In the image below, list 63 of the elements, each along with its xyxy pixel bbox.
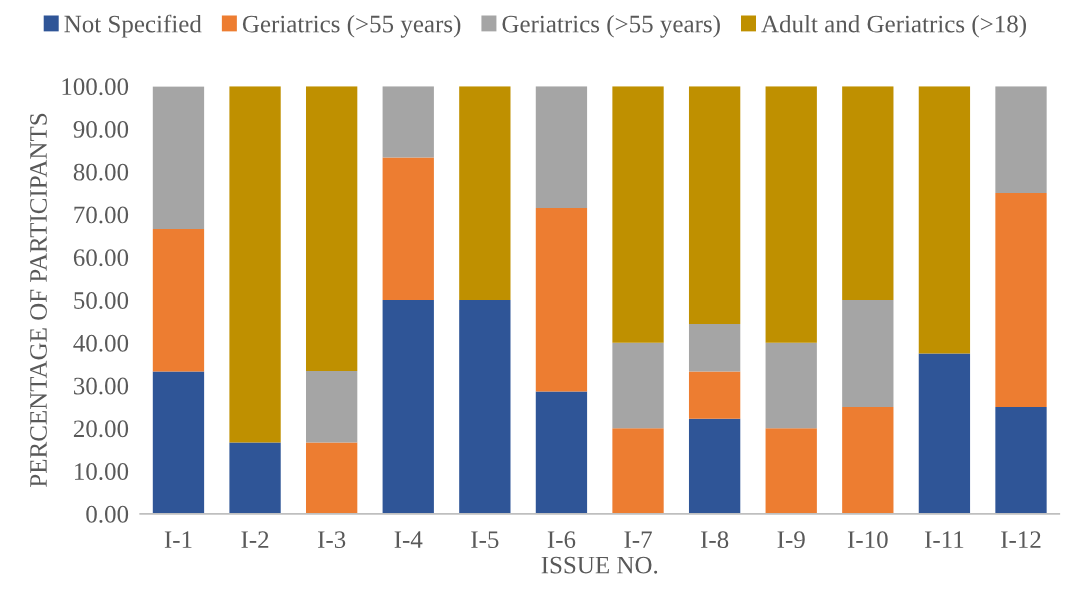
x-tick-label: I-11: [924, 531, 964, 548]
x-tick-label: I-3: [317, 531, 346, 549]
bar: [688, 418, 741, 514]
bar: [229, 442, 281, 514]
y-tick-label: 70.00: [74, 206, 129, 224]
x-tick-label: I-4: [394, 531, 423, 548]
y-tick-label: 30.00: [74, 377, 129, 395]
y-tick-label: 80.00: [73, 163, 129, 181]
bar: [152, 228, 205, 372]
bar: [459, 86, 511, 300]
x-tick-label: I-6: [547, 531, 576, 549]
bar: [688, 323, 741, 372]
bar: [306, 370, 358, 443]
x-tick-label: I-1: [164, 531, 192, 548]
bar: [842, 86, 894, 300]
bar: [306, 86, 358, 371]
y-tick-label: 60.00: [73, 249, 129, 267]
bar: [535, 208, 588, 392]
y-tick-label: 40.00: [73, 334, 129, 352]
bar: [612, 86, 664, 343]
bar: [612, 428, 664, 514]
bar: [842, 299, 894, 407]
bar: [995, 406, 1047, 514]
legend-label: Geriatrics (>55 years): [242, 14, 461, 38]
bar: [612, 342, 664, 429]
x-tick-label: I-10: [847, 531, 888, 549]
x-tick-label: I-7: [624, 531, 652, 548]
bar: [459, 299, 511, 514]
bar: [688, 86, 741, 324]
x-tick-label: I-8: [700, 531, 729, 549]
x-tick-label: I-2: [241, 531, 269, 548]
bar: [152, 371, 205, 514]
bar: [918, 86, 971, 354]
y-axis-title: PERCENTAGE OF PARTICIPANTS: [30, 113, 47, 487]
bar: [535, 86, 588, 209]
y-tick-label: 90.00: [73, 120, 129, 138]
y-tick-label: 100.00: [62, 78, 129, 96]
bar: [842, 406, 894, 514]
y-tick-label: 50.00: [74, 292, 129, 309]
y-tick-label: 20.00: [73, 420, 129, 438]
x-tick-label: I-5: [471, 531, 499, 549]
bar: [995, 193, 1047, 407]
bar: [382, 157, 434, 300]
bar: [229, 86, 281, 443]
bar: [535, 391, 588, 514]
bar: [765, 342, 817, 429]
legend-label: Not Specified: [64, 14, 202, 38]
y-tick-label: 10.00: [75, 463, 129, 481]
x-tick-label: I-9: [777, 531, 805, 549]
bar: [152, 86, 205, 229]
bar: [918, 353, 971, 514]
bar: [382, 86, 434, 158]
bar: [306, 442, 358, 514]
legend-label: Adult and Geriatrics (>18): [761, 14, 1026, 38]
bar: [995, 86, 1047, 194]
y-tick-label: 0.00: [86, 505, 129, 523]
bar: [765, 428, 817, 514]
legend-label: Geriatrics (>55 years): [502, 14, 720, 38]
x-tick-label: I-12: [1001, 531, 1041, 548]
bar: [382, 299, 434, 514]
x-axis-title: ISSUE NO.: [541, 556, 658, 574]
bar: [765, 86, 817, 343]
bar: [688, 371, 741, 419]
